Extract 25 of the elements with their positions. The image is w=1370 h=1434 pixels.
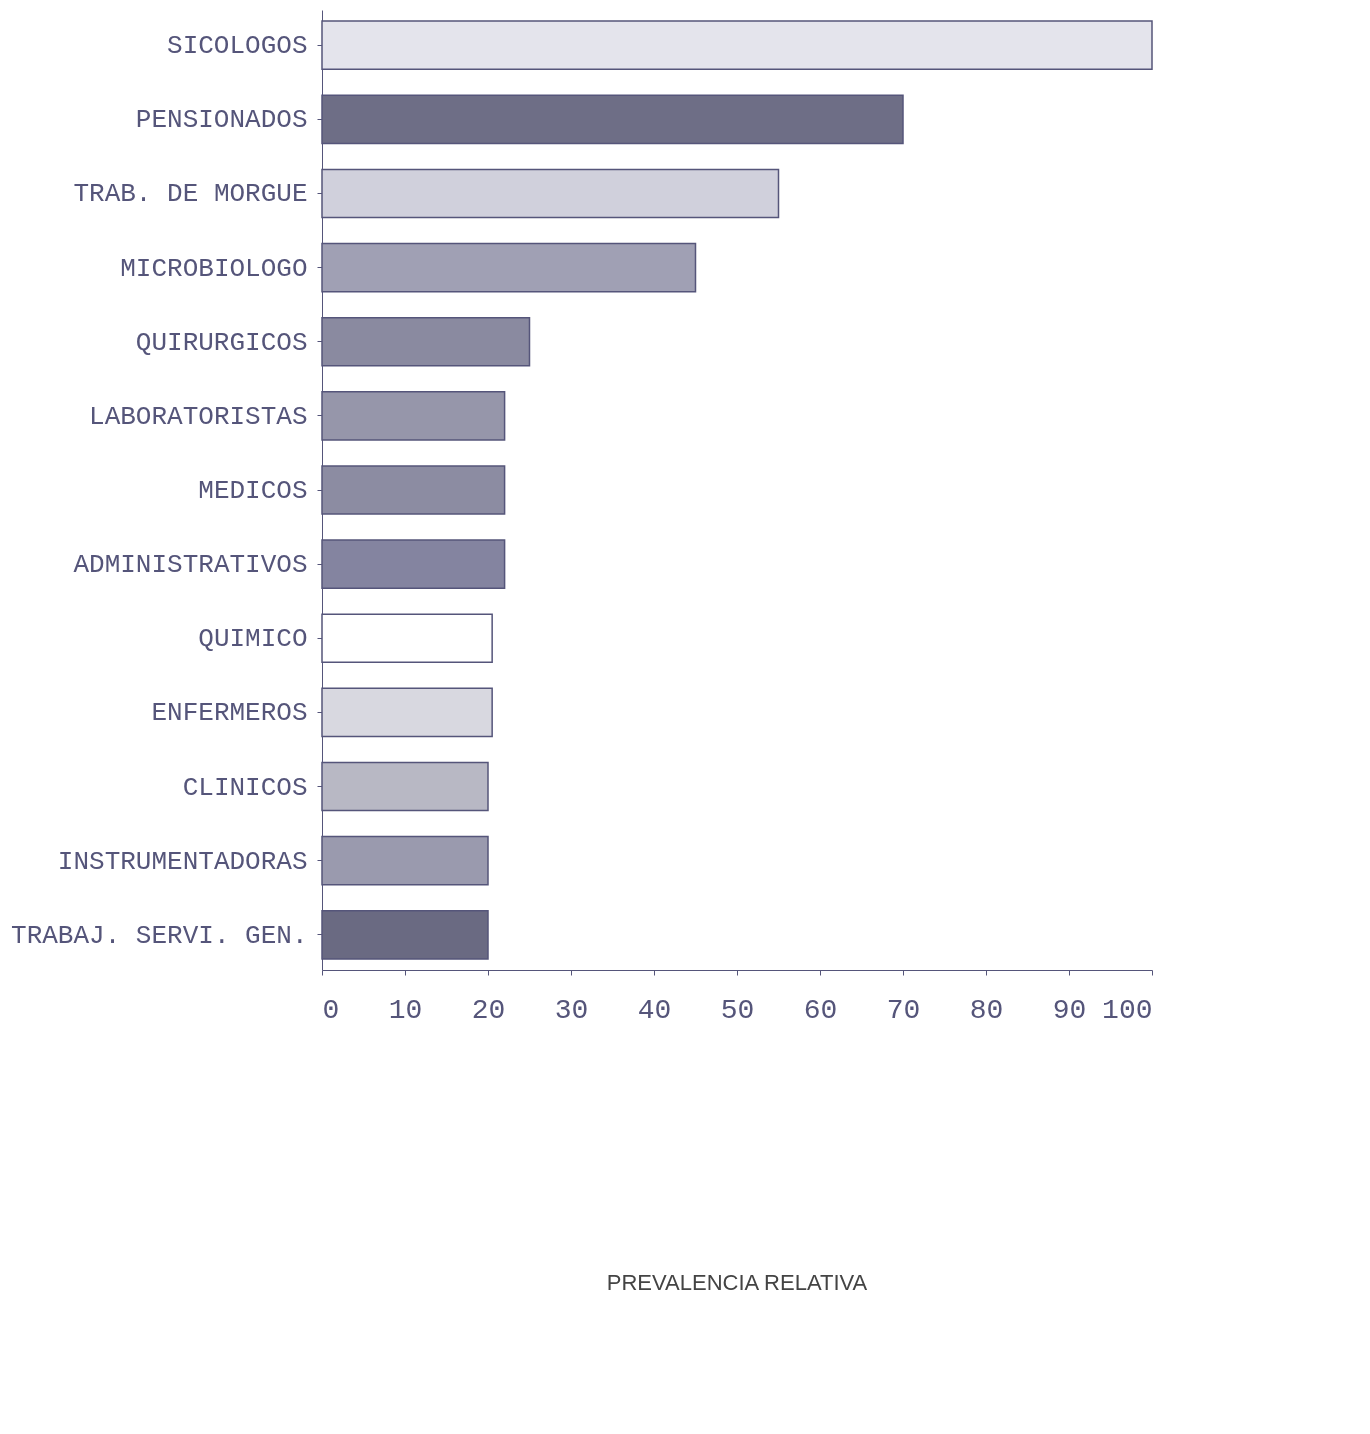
x-tick-label: 20 bbox=[471, 994, 506, 1026]
y-tick-label: TRAB. DE MORGUE bbox=[73, 179, 308, 210]
y-tick-label: MICROBIOLOGO bbox=[120, 253, 308, 284]
x-tick-label: 100 bbox=[1102, 994, 1153, 1026]
x-tick-label: 90 bbox=[1052, 994, 1087, 1026]
y-tick-label: CLINICOS bbox=[182, 772, 308, 803]
y-tick-label: SICOLOGOS bbox=[167, 31, 308, 62]
x-tick-label: 0 bbox=[322, 994, 340, 1026]
x-tick-label: 70 bbox=[886, 994, 921, 1026]
text: PREVALENCIA RELATIVA bbox=[606, 1270, 868, 1295]
x-tick-label: 30 bbox=[554, 994, 589, 1026]
x-tick-label: 50 bbox=[720, 994, 755, 1026]
y-tick-label: QUIRURGICOS bbox=[135, 327, 308, 358]
y-tick-label: LABORATORISTAS bbox=[89, 401, 308, 432]
y-tick-label: TRABAJ. SERVI. GEN. bbox=[11, 920, 308, 951]
y-tick-label: PENSIONADOS bbox=[135, 105, 308, 136]
x-tick-label: 60 bbox=[803, 994, 838, 1026]
y-tick-label: MEDICOS bbox=[198, 476, 308, 506]
y-tick-label: INSTRUMENTADORAS bbox=[57, 846, 308, 877]
y-tick-label: QUIMICO bbox=[198, 624, 308, 655]
x-tick-label: 40 bbox=[637, 994, 672, 1026]
y-tick-label: ADMINISTRATIVOS bbox=[73, 550, 308, 581]
x-tick-label: 10 bbox=[388, 994, 423, 1026]
y-tick-label: ENFERMEROS bbox=[151, 698, 308, 729]
x-tick-label: 80 bbox=[969, 994, 1004, 1026]
